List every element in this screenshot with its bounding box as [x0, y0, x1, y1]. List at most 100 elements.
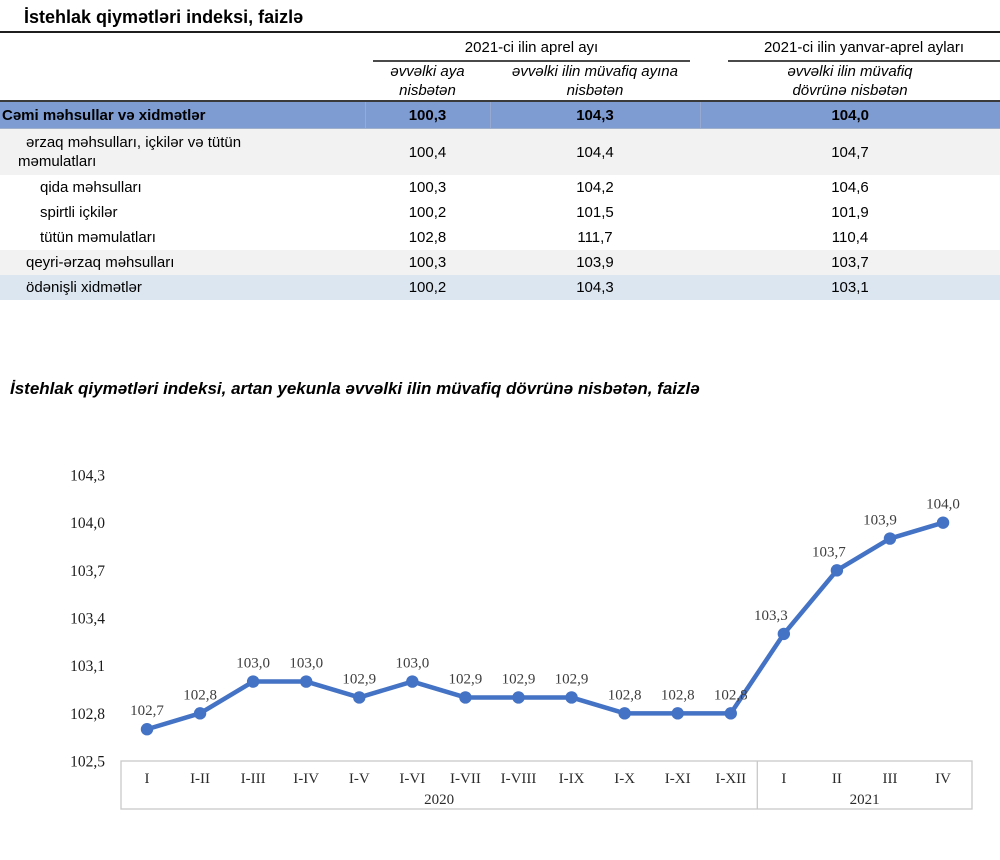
row-value: 100,4 — [365, 128, 490, 175]
data-point-label: 102,8 — [183, 687, 217, 703]
x-tick-label: I-X — [614, 771, 635, 787]
cpi-line-chart: 104,3 104,0 103,7 103,4 103,1 102,8 102,5 I I-II… — [70, 468, 973, 810]
table-row: qida məhsulları 100,3 104,2 104,6 — [0, 175, 1000, 200]
data-point — [936, 516, 950, 529]
subheader-prev-year-month: əvvəlki ilin müvafiq ayına nisbətən — [490, 62, 700, 102]
table-header: 2021-ci ilin aprel ayı 2021-ci ilin yanv… — [0, 33, 1000, 102]
chart-title: İstehlak qiymətləri indeksi, artan yekun… — [10, 379, 700, 398]
data-point — [140, 723, 154, 736]
row-label: qeyri-ərzaq məhsulları — [0, 250, 365, 275]
row-value: 104,7 — [700, 128, 1000, 175]
table-body: Cəmi məhsullar və xidmətlər 100,3 104,3 104… — [0, 101, 1000, 300]
row-value: 101,9 — [831, 204, 869, 221]
y-axis-tick-label: 104,0 — [70, 515, 105, 532]
row-label: ərzaq məhsulları, içkilər və tütün məmul… — [0, 128, 365, 175]
x-tick-label: I-IV — [293, 771, 319, 787]
row-value: 103,9 — [490, 250, 700, 275]
subheader-prev-year-period: əvvəlki ilin müvafiq dövrünə nisbətən — [700, 62, 1000, 102]
data-point — [724, 707, 737, 720]
data-point — [459, 691, 472, 704]
x-tick-label: I-VI — [399, 771, 425, 787]
data-point-label: 103,7 — [812, 544, 846, 560]
table-row: tütün məmulatları 102,8 111,7 110,4 — [0, 225, 1000, 250]
data-point-label: 102,7 — [130, 703, 164, 719]
data-point-label: 102,9 — [342, 671, 376, 687]
table-row: spirtli içkilər 100,2 101,5 101,9 — [0, 200, 1000, 225]
data-point — [193, 707, 207, 720]
x-tick-label: I-XII — [715, 771, 746, 787]
data-point-label: 103,0 — [236, 656, 270, 672]
data-point-label: 102,8 — [714, 687, 748, 703]
x-tick-label: II — [832, 771, 842, 787]
row-label: tütün məmulatları — [40, 229, 156, 246]
y-axis-tick-label: 103,4 — [70, 611, 105, 628]
row-value: 104,3 — [490, 275, 700, 300]
data-point-label: 102,9 — [502, 671, 536, 687]
data-point-label: 103,0 — [395, 656, 429, 672]
row-value: 111,7 — [577, 229, 613, 246]
y-axis-tick-label: 102,8 — [70, 706, 105, 723]
data-point — [353, 691, 366, 704]
x-tick-label: III — [882, 771, 897, 787]
x-tick-label: I-II — [190, 771, 210, 787]
row-label: qida məhsulları — [40, 179, 142, 196]
data-point — [246, 675, 260, 688]
data-point-label: 103,3 — [754, 608, 788, 624]
x-tick-label: I — [145, 771, 150, 787]
table-title: İstehlak qiymətləri indeksi, faizlə — [0, 0, 1000, 33]
row-value: 100,3 — [365, 250, 490, 275]
x-tick-label: I-VIII — [501, 771, 537, 787]
x-tick-label: I-III — [241, 771, 266, 787]
table-row: Cəmi məhsullar və xidmətlər 100,3 104,3 104… — [0, 101, 1000, 129]
row-value: 103,1 — [700, 275, 1000, 300]
cpi-table: 2021-ci ilin aprel ayı 2021-ci ilin yanv… — [0, 33, 1000, 300]
data-point — [777, 627, 791, 641]
row-value: 101,5 — [576, 204, 614, 221]
y-axis-tick-label: 104,3 — [70, 468, 105, 485]
x-tick-label: I-VII — [450, 771, 481, 787]
data-point-label: 102,8 — [608, 687, 642, 703]
x-tick-label: IV — [935, 771, 951, 787]
table-row: ərzaq məhsulları, içkilər və tütün məmul… — [0, 128, 1000, 175]
row-value: 102,8 — [408, 229, 447, 246]
data-point — [830, 564, 844, 577]
data-point — [883, 532, 897, 545]
row-label: ödənişli xidmətlər — [0, 275, 365, 300]
x-tick-label: I-IX — [559, 771, 585, 787]
chart-area: 104,3 104,0 103,7 103,4 103,1 102,8 102,5 I I-II… — [0, 443, 1000, 848]
data-point-label: 104,0 — [926, 497, 960, 513]
column-group-row: 2021-ci ilin aprel ayı 2021-ci ilin yanv… — [0, 33, 1000, 102]
data-point — [671, 707, 684, 720]
table-row: qeyri-ərzaq məhsulları 100,3 103,9 103,7 — [0, 250, 1000, 275]
subheader-row: əvvəlki aya nisbətən əvvəlki ilin müvafi… — [0, 62, 1000, 102]
row-value: 110,4 — [831, 229, 869, 246]
x-tick-label: I-V — [349, 771, 370, 787]
x-axis-box — [120, 760, 973, 810]
data-point-label: 102,9 — [555, 671, 589, 687]
row-value: 104,6 — [831, 179, 869, 196]
row-value: 100,2 — [408, 204, 447, 221]
subheader-prev-month: əvvəlki aya nisbətən — [365, 62, 490, 102]
x-tick-label: I-XI — [665, 771, 691, 787]
x-tick-label: I — [781, 771, 786, 787]
series-line — [144, 520, 946, 732]
row-value: 104,2 — [576, 179, 614, 196]
table-corner-cell — [0, 33, 365, 102]
data-point — [565, 691, 578, 704]
data-point-label: 103,0 — [289, 656, 323, 672]
row-value: 104,0 — [699, 101, 1000, 129]
table-row: ödənişli xidmətlər 100,2 104,3 103,1 — [0, 275, 1000, 300]
data-point-label: 102,9 — [449, 671, 483, 687]
y-axis-tick-label: 102,5 — [70, 754, 105, 771]
year-label: 2020 — [424, 792, 454, 808]
column-group-jan-apr: 2021-ci ilin yanvar-aprel ayları — [700, 33, 1000, 62]
data-point — [300, 675, 313, 688]
row-label: spirtli içkilər — [40, 204, 118, 221]
row-value: 104,4 — [490, 128, 700, 175]
row-label: Cəmi məhsullar və xidmətlər — [0, 101, 365, 129]
data-point-label: 103,9 — [863, 513, 897, 529]
column-group-april: 2021-ci ilin aprel ayı — [365, 33, 700, 62]
row-value: 104,3 — [489, 101, 700, 129]
row-value: 100,3 — [408, 179, 447, 196]
